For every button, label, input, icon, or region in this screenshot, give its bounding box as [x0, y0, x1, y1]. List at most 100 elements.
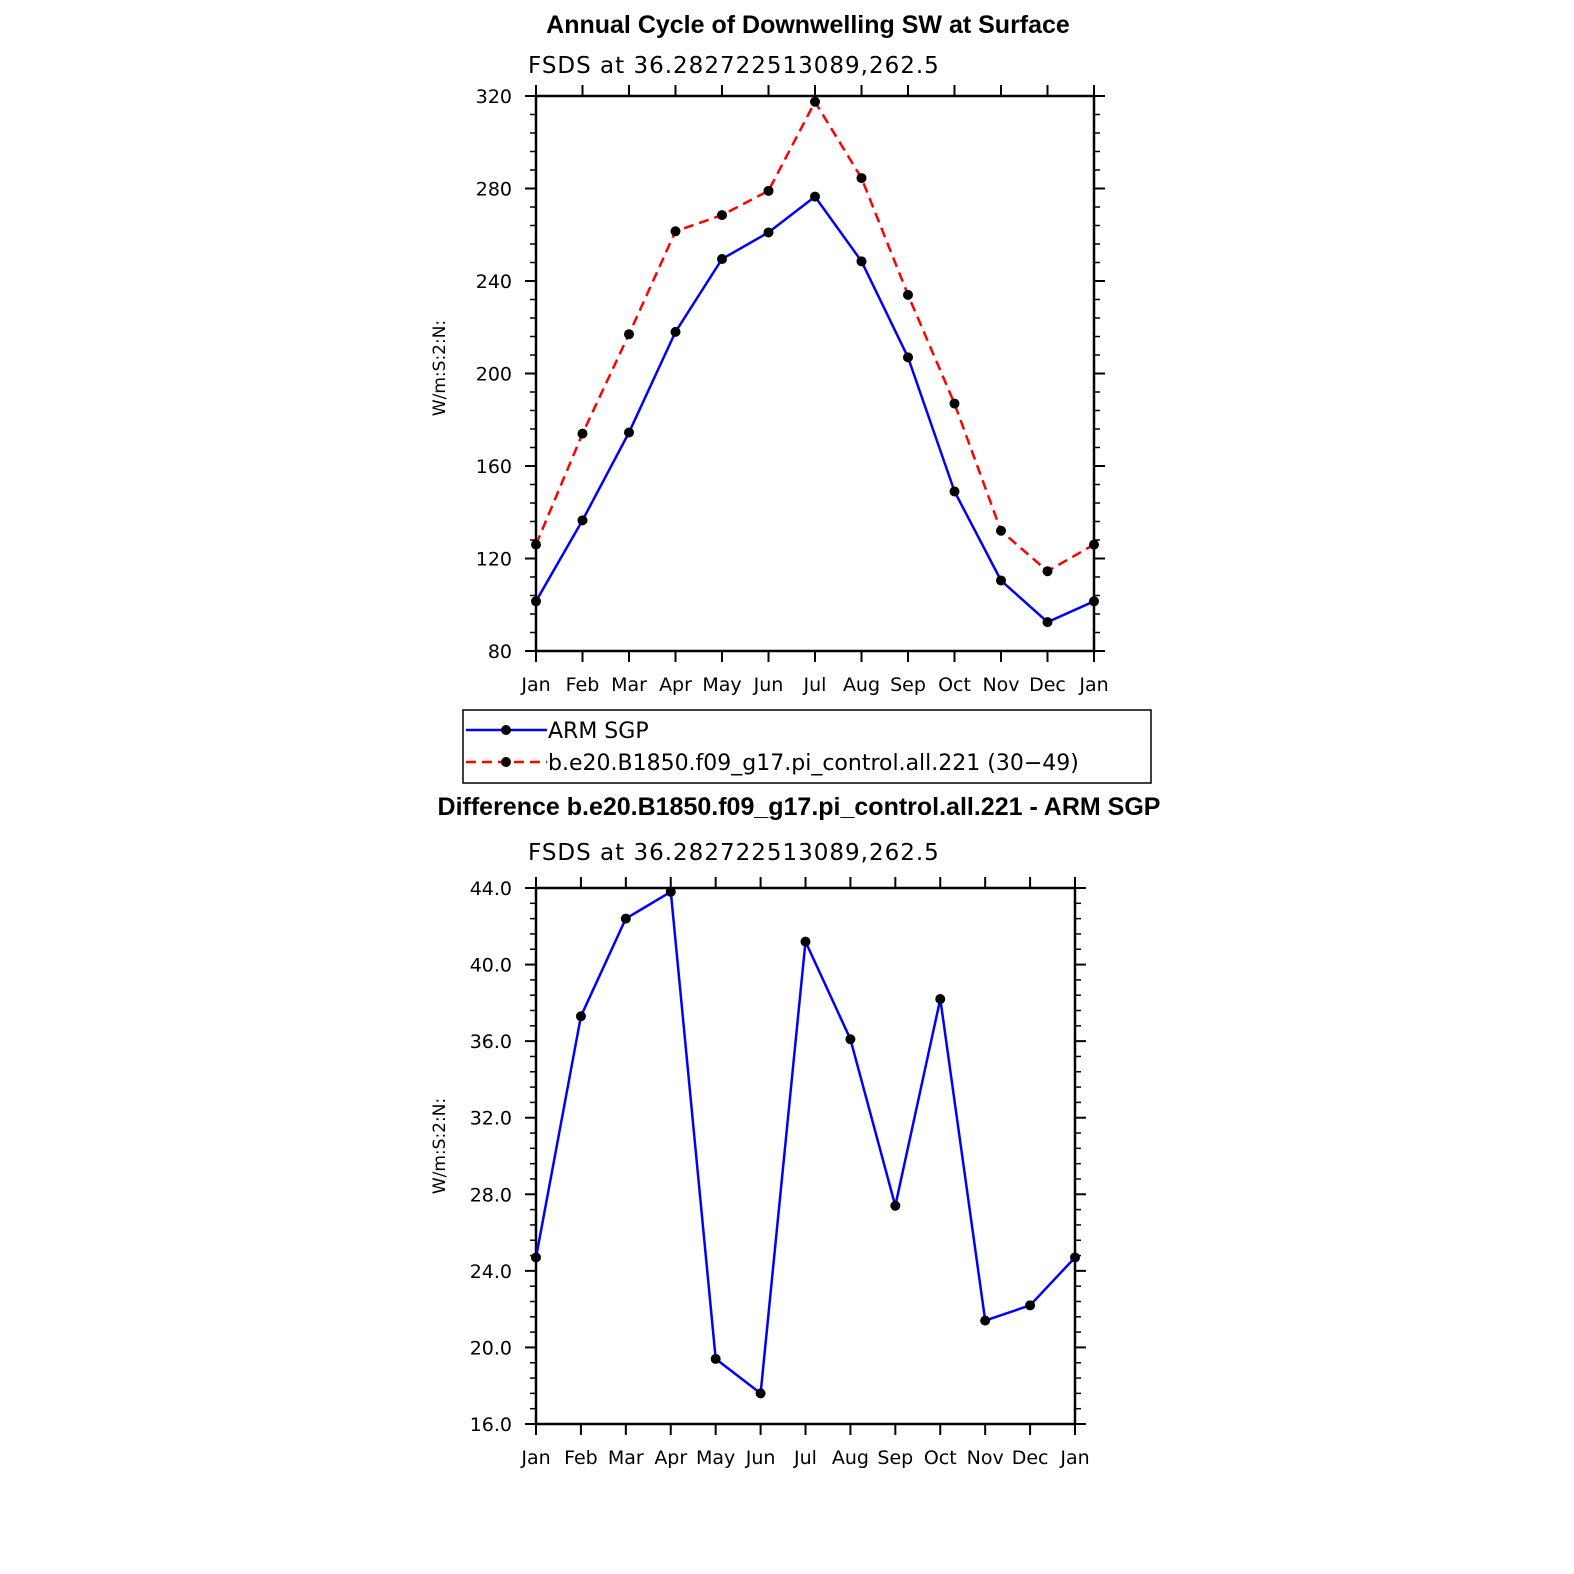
bottom-xtick-label: Nov	[967, 1447, 1004, 1469]
bottom-chart-title: Difference b.e20.B1850.f09_g17.pi_contro…	[438, 793, 1161, 821]
bottom-chart-plot: Jan Feb Mar Apr May Jun Jul Aug Sep Oct Nov Dec Jan 1…	[470, 877, 1090, 1469]
top-series-0-point	[763, 227, 774, 238]
top-xtick-label: Aug	[843, 674, 880, 696]
bottom-xtick-label: Apr	[654, 1447, 687, 1469]
bottom-series-line-0	[534, 890, 1076, 1395]
top-xtick-label: Jan	[520, 674, 550, 696]
top-series-1-point	[531, 539, 541, 550]
top-xtick-label: Jun	[753, 674, 784, 696]
top-xtick-label: Sep	[890, 674, 926, 696]
bottom-ytick-label: 24.0	[470, 1261, 512, 1283]
top-series-0-point	[856, 256, 867, 267]
legend: ARM SGP b.e20.B1850.f09_g17.pi_control.a…	[462, 709, 1152, 784]
legend-label-model: b.e20.B1850.f09_g17.pi_control.all.221 (…	[548, 751, 1079, 776]
bottom-xtick-label: Aug	[832, 1447, 869, 1469]
top-series-0-point	[577, 515, 588, 526]
top-xtick-label: Jan	[1078, 674, 1108, 696]
top-series-0-point	[810, 191, 820, 202]
bottom-ytick-label: 36.0	[470, 1031, 512, 1053]
bottom-ytick-label: 32.0	[470, 1108, 512, 1130]
legend-label-arm-sgp: ARM SGP	[548, 719, 649, 744]
top-series-1-point	[949, 398, 960, 409]
top-ytick-label: 160	[476, 456, 512, 478]
bottom-chart-subtitle: FSDS at 36.282722513089,262.5	[528, 840, 940, 866]
bottom-ytick-label: 20.0	[470, 1337, 512, 1359]
bottom-xtick-label: Jun	[745, 1447, 776, 1469]
bottom-ytick-label: 28.0	[470, 1184, 512, 1206]
top-series-0-point	[903, 352, 913, 363]
top-series-0-point	[949, 486, 960, 497]
bottom-series-0-point	[890, 1200, 901, 1211]
top-chart-ylabel: W/m:S:2:N:	[430, 320, 450, 416]
bottom-ytick-label: 16.0	[470, 1414, 512, 1436]
top-ytick-label: 120	[476, 549, 512, 571]
bottom-xtick-label: May	[696, 1447, 735, 1469]
bottom-series-0-point	[710, 1353, 721, 1364]
top-series-0-point	[1089, 596, 1099, 607]
top-series-0-point	[717, 254, 727, 265]
bottom-xtick-label: Oct	[924, 1447, 957, 1469]
legend-box	[462, 709, 1152, 784]
top-series-0-point	[996, 575, 1006, 586]
bottom-series-0-point	[620, 913, 631, 924]
top-xtick-label: Dec	[1029, 674, 1066, 696]
top-series-1-point	[1089, 539, 1099, 550]
bottom-series-0-point	[531, 1252, 541, 1263]
top-chart-title: Annual Cycle of Downwelling SW at Surfac…	[546, 11, 1070, 39]
bottom-xtick-label: Feb	[564, 1447, 598, 1469]
top-ytick-label: 240	[476, 271, 512, 293]
top-series-0-point	[1042, 617, 1053, 628]
bottom-series-0-point	[980, 1315, 991, 1326]
bottom-plot-frame	[534, 886, 1077, 1426]
top-chart-subtitle: FSDS at 36.282722513089,262.5	[528, 53, 940, 79]
top-series-1-point	[996, 525, 1006, 536]
bottom-chart-ylabel: W/m:S:2:N:	[430, 1098, 450, 1194]
top-plot-frame	[534, 94, 1096, 653]
bottom-xtick-label: Jan	[1059, 1447, 1089, 1469]
top-series-1-point	[810, 96, 820, 107]
top-chart-plot: Jan Feb Mar Apr May Jun Jul Aug Sep Oct Nov Dec Jan 8…	[476, 85, 1109, 696]
top-series-1-point	[624, 329, 634, 340]
top-xtick-label: Nov	[982, 674, 1019, 696]
top-xtick-label: Feb	[566, 674, 600, 696]
bottom-series-0-point	[575, 1011, 586, 1022]
legend-marker-model	[501, 757, 511, 767]
top-xtick-label: Oct	[938, 674, 971, 696]
legend-marker-arm-sgp	[501, 725, 511, 735]
bottom-xtick-label: Jan	[520, 1447, 550, 1469]
top-series-line-0	[534, 195, 1095, 624]
top-series-1-point	[1042, 566, 1053, 577]
bottom-series-0-point	[1025, 1300, 1036, 1311]
top-ytick-label: 200	[476, 364, 512, 386]
top-xtick-label: May	[702, 674, 741, 696]
top-series-1-point	[903, 289, 913, 300]
top-series-0-point	[531, 596, 541, 607]
bottom-xtick-label: Jul	[793, 1447, 817, 1469]
top-xtick-label: Jul	[803, 674, 827, 696]
bottom-series-0-point	[800, 936, 811, 947]
bottom-series-0-point	[755, 1388, 766, 1399]
top-series-0-point	[624, 427, 634, 438]
bottom-series-0-point	[845, 1034, 856, 1045]
top-series-line-1	[534, 100, 1095, 573]
top-ytick-label: 80	[488, 641, 512, 663]
bottom-xtick-label: Dec	[1012, 1447, 1049, 1469]
top-series-0-point	[670, 326, 681, 337]
top-ytick-label: 320	[476, 86, 512, 108]
top-xtick-label: Mar	[611, 674, 647, 696]
top-ytick-label: 280	[476, 179, 512, 201]
top-xtick-label: Apr	[659, 674, 692, 696]
bottom-ytick-label: 44.0	[470, 878, 512, 900]
top-series-1-point	[763, 185, 774, 196]
top-series-1-point	[577, 428, 588, 439]
top-series-1-point	[670, 226, 681, 237]
bottom-xtick-label: Mar	[608, 1447, 644, 1469]
top-series-1-point	[717, 210, 727, 221]
bottom-xtick-label: Sep	[877, 1447, 913, 1469]
bottom-ytick-label: 40.0	[470, 955, 512, 977]
bottom-series-0-point	[1070, 1252, 1080, 1263]
top-series-1-point	[856, 173, 867, 184]
bottom-series-0-point	[665, 886, 676, 897]
bottom-series-0-point	[935, 994, 946, 1005]
